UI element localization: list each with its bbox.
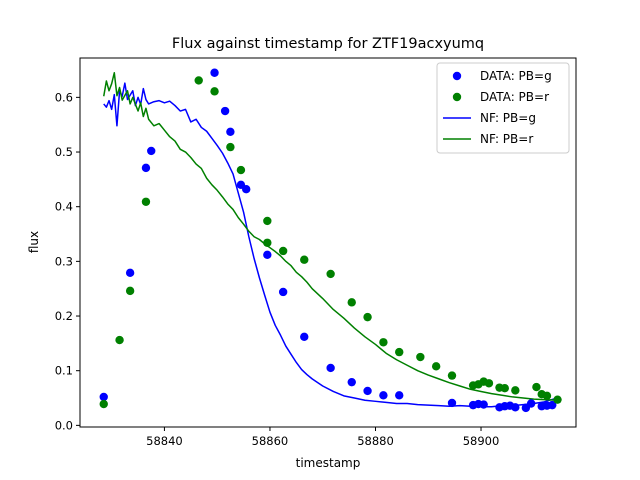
data-point (395, 391, 404, 400)
y-tick-label: 0.0 (55, 418, 73, 432)
series-line-2 (103, 82, 558, 408)
legend-entry: NF: PB=g (480, 111, 536, 125)
data-point (226, 127, 235, 136)
legend: DATA: PB=g DATA: PB=r NF: PB=g NF: PB=r (436, 62, 570, 154)
data-point (278, 287, 288, 297)
data-point (553, 395, 562, 404)
data-point (263, 238, 272, 247)
data-point (500, 383, 509, 393)
data-point (326, 269, 335, 279)
data-point (447, 371, 457, 380)
legend-entry: DATA: PB=r (480, 90, 549, 104)
data-point (99, 399, 108, 409)
data-point (226, 142, 235, 152)
y-axis-label: flux (27, 231, 41, 253)
data-point (484, 379, 494, 388)
y-tick-label: 0.5 (55, 145, 73, 159)
data-point (141, 197, 151, 206)
y-axis: 0.0 0.1 0.2 0.3 0.4 0.5 0.6 (55, 90, 80, 432)
y-tick-label: 0.1 (55, 364, 73, 378)
x-tick-label: 58840 (146, 434, 183, 448)
legend-entry: DATA: PB=g (480, 69, 552, 83)
data-point (511, 403, 520, 412)
data-point (220, 106, 230, 116)
data-point (511, 386, 520, 395)
y-tick-label: 0.3 (55, 254, 73, 268)
data-point (125, 268, 135, 278)
data-point (194, 76, 203, 85)
data-point (147, 146, 156, 156)
data-point (236, 165, 246, 175)
data-point (347, 377, 356, 387)
data-point (548, 400, 557, 410)
data-point (363, 386, 372, 396)
plot-content (99, 68, 562, 413)
data-point (447, 398, 457, 408)
data-point (347, 298, 356, 307)
data-point (395, 347, 404, 357)
data-point (416, 352, 425, 362)
data-point (125, 286, 135, 296)
legend-box (436, 62, 570, 154)
y-tick-label: 0.2 (55, 309, 73, 323)
data-point (141, 163, 151, 173)
data-point (363, 312, 372, 322)
data-point (263, 216, 272, 226)
data-point (532, 382, 541, 392)
data-point (210, 87, 219, 96)
x-tick-label: 58900 (463, 434, 500, 448)
data-point (99, 392, 108, 402)
chart-title: Flux against timestamp for ZTF19acxyumq (172, 36, 484, 52)
data-point (300, 332, 309, 341)
x-tick-label: 58860 (252, 434, 289, 448)
data-point (379, 338, 388, 347)
data-point (278, 246, 288, 256)
data-point (542, 391, 552, 401)
data-point (115, 335, 124, 345)
x-axis-label: timestamp (296, 456, 361, 470)
plot-frame (79, 57, 577, 428)
legend-marker-1 (452, 92, 462, 102)
data-point (210, 68, 219, 77)
x-tick-label: 58880 (357, 434, 394, 448)
data-point (379, 391, 388, 400)
x-axis: 58840 58860 58880 58900 (146, 427, 499, 448)
legend-marker-0 (452, 71, 462, 81)
plot-area (79, 57, 577, 428)
data-point (242, 185, 251, 194)
data-point (431, 362, 441, 371)
y-tick-label: 0.4 (55, 200, 73, 214)
data-point (479, 400, 488, 409)
data-point (300, 255, 309, 264)
data-point (326, 363, 335, 373)
data-point (526, 399, 536, 408)
series-line-3 (103, 72, 558, 401)
y-tick-label: 0.6 (55, 90, 73, 104)
legend-entry: NF: PB=r (480, 132, 533, 146)
data-point (263, 250, 272, 259)
